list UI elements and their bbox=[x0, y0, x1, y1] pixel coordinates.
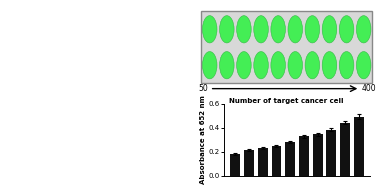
Bar bbox=[285, 142, 295, 176]
Ellipse shape bbox=[305, 52, 320, 79]
Ellipse shape bbox=[237, 16, 251, 43]
Ellipse shape bbox=[237, 52, 251, 79]
Ellipse shape bbox=[254, 52, 268, 79]
Ellipse shape bbox=[339, 16, 354, 43]
Ellipse shape bbox=[322, 52, 337, 79]
Text: 50: 50 bbox=[198, 84, 208, 93]
Bar bbox=[326, 130, 336, 176]
Bar bbox=[340, 122, 350, 176]
Ellipse shape bbox=[271, 52, 285, 79]
Ellipse shape bbox=[322, 16, 337, 43]
Bar bbox=[258, 148, 268, 176]
Ellipse shape bbox=[288, 16, 303, 43]
Ellipse shape bbox=[339, 52, 354, 79]
Ellipse shape bbox=[202, 52, 217, 79]
Ellipse shape bbox=[202, 16, 217, 43]
Text: Number of target cancer cell: Number of target cancer cell bbox=[229, 98, 344, 104]
Bar bbox=[230, 154, 240, 176]
Bar bbox=[313, 135, 323, 176]
Y-axis label: Absorbance at 652 nm: Absorbance at 652 nm bbox=[200, 95, 206, 184]
Ellipse shape bbox=[356, 52, 371, 79]
Ellipse shape bbox=[356, 16, 371, 43]
Ellipse shape bbox=[220, 52, 234, 79]
Ellipse shape bbox=[271, 16, 285, 43]
Ellipse shape bbox=[305, 16, 320, 43]
Bar bbox=[299, 136, 309, 176]
Bar bbox=[244, 150, 254, 176]
Bar bbox=[271, 146, 281, 176]
Bar bbox=[354, 116, 364, 176]
Text: 40000: 40000 bbox=[362, 84, 376, 93]
Ellipse shape bbox=[288, 52, 303, 79]
Ellipse shape bbox=[254, 16, 268, 43]
Ellipse shape bbox=[220, 16, 234, 43]
